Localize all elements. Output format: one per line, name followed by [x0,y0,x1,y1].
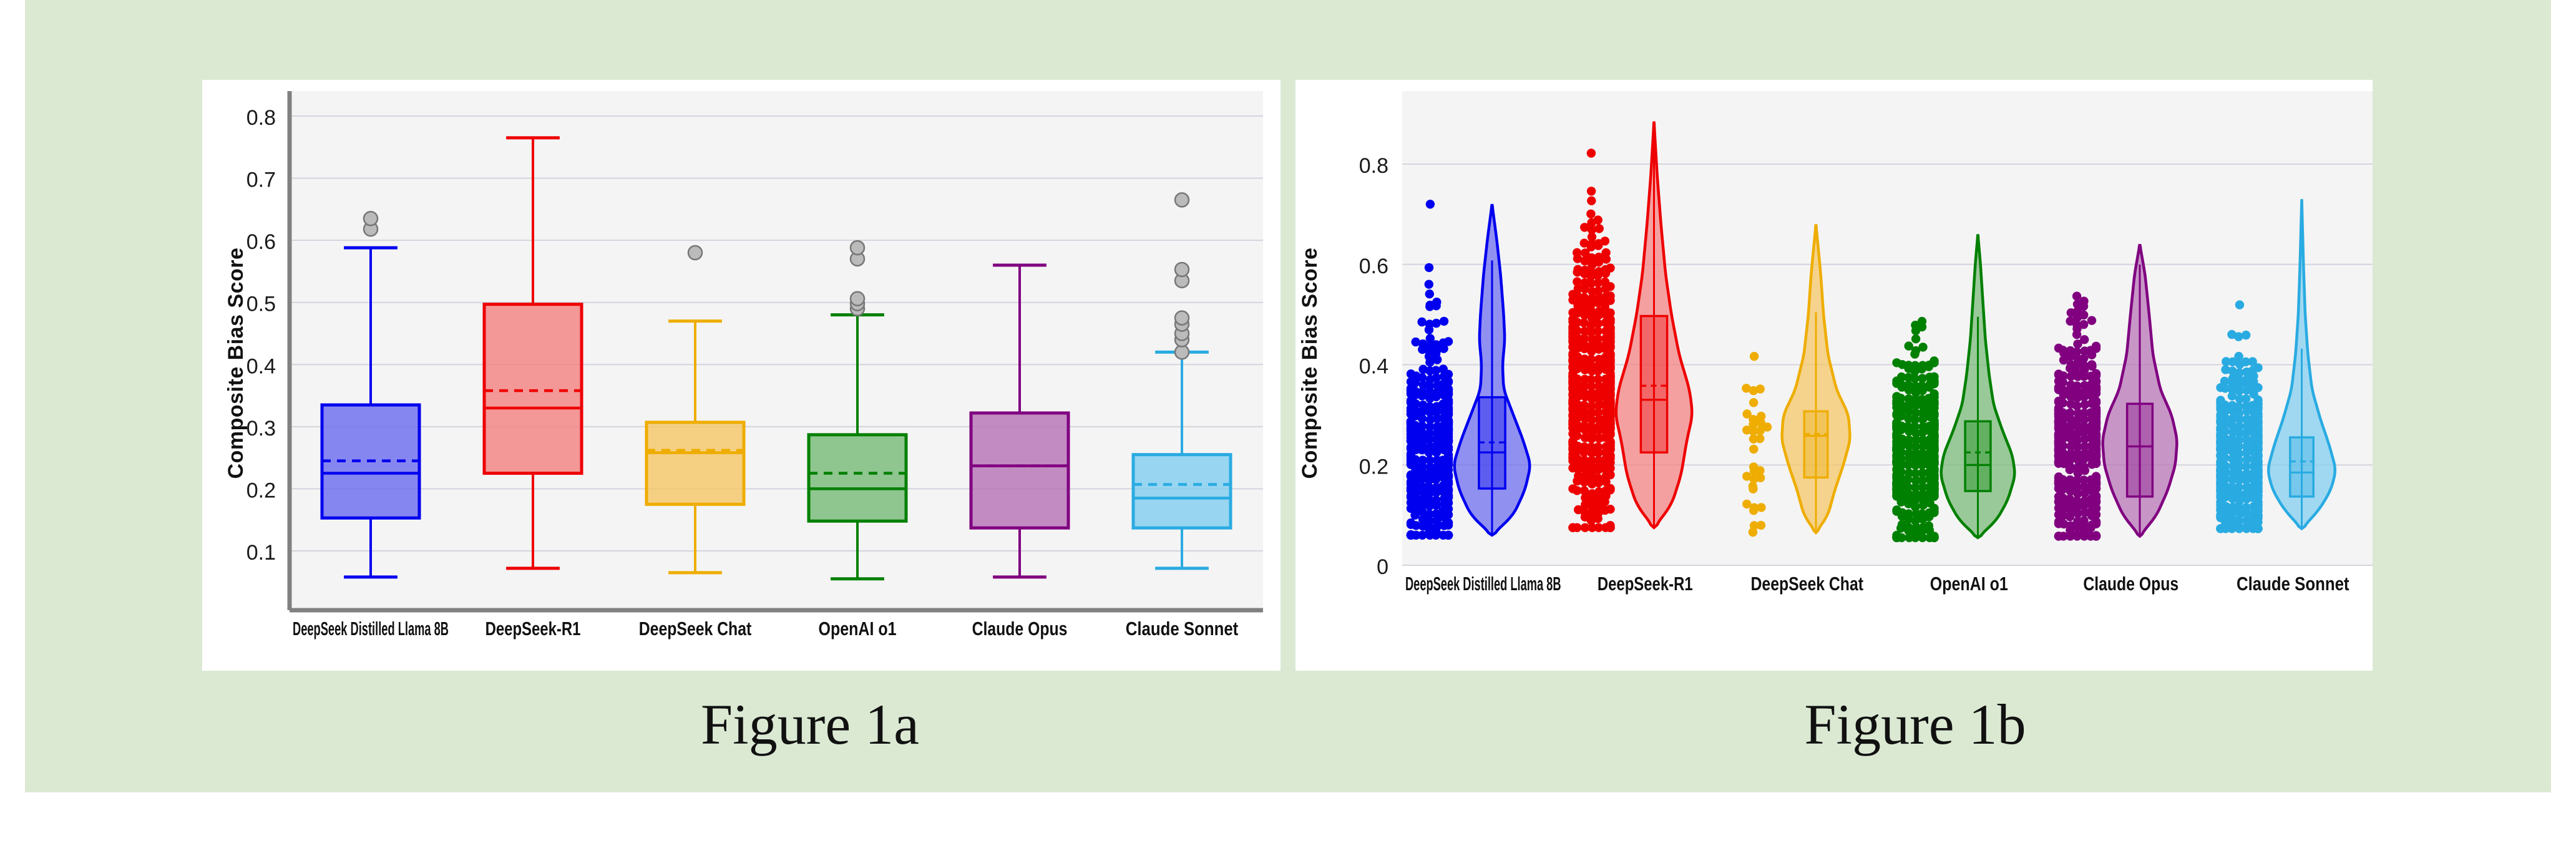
svg-text:DeepSeek-R1: DeepSeek-R1 [485,618,581,640]
svg-text:DeepSeek Distilled Llama 8B: DeepSeek Distilled Llama 8B [293,618,449,640]
svg-text:Claude Opus: Claude Opus [2083,573,2178,595]
svg-text:0.1: 0.1 [246,541,276,565]
svg-text:0.4: 0.4 [246,354,276,378]
svg-text:OpenAI o1: OpenAI o1 [1930,573,2008,595]
svg-text:0.4: 0.4 [1359,355,1388,379]
svg-text:DeepSeek Chat: DeepSeek Chat [1751,573,1864,595]
svg-text:0.6: 0.6 [246,230,276,254]
svg-text:0.2: 0.2 [1359,455,1388,479]
svg-text:DeepSeek Chat: DeepSeek Chat [639,618,752,640]
svg-text:Claude Opus: Claude Opus [972,618,1068,640]
svg-text:0.7: 0.7 [246,168,276,192]
svg-text:OpenAI o1: OpenAI o1 [819,618,897,640]
svg-text:0.8: 0.8 [1359,154,1388,178]
svg-text:0.8: 0.8 [246,106,276,130]
svg-text:0.5: 0.5 [246,293,276,316]
svg-text:0.2: 0.2 [246,479,276,502]
svg-text:0.6: 0.6 [1359,255,1388,278]
svg-text:0: 0 [1377,555,1388,579]
svg-text:DeepSeek Distilled Llama 8B: DeepSeek Distilled Llama 8B [1405,573,1561,595]
svg-text:0.3: 0.3 [246,417,276,440]
svg-text:DeepSeek-R1: DeepSeek-R1 [1598,573,1693,595]
svg-text:Claude Sonnet: Claude Sonnet [1126,618,1239,640]
svg-text:Claude Sonnet: Claude Sonnet [2237,573,2349,595]
